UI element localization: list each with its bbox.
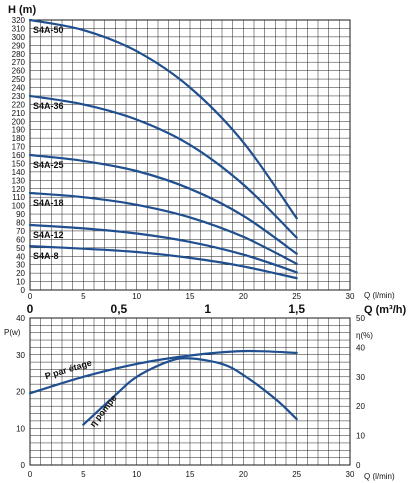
y-tick-label: 80 xyxy=(16,219,25,228)
y-tick-label: 60 xyxy=(16,235,25,244)
secondary-x-tick-label: 1,5 xyxy=(288,302,305,316)
secondary-x-tick-label: 0 xyxy=(27,302,34,316)
y-tick-label: 250 xyxy=(12,75,26,84)
y-tick-label: 290 xyxy=(12,41,26,50)
curve-s4a-25 xyxy=(28,153,298,255)
power-efficiency-x-ticks: 0 5 10 15 20 25 30 xyxy=(28,470,355,479)
y-tick-label: 70 xyxy=(16,227,25,236)
x-tick-label: 0 xyxy=(28,470,33,479)
head-flow-y-axis-title: H (m) xyxy=(8,4,36,16)
x-tick-label: 15 xyxy=(186,470,195,479)
y-tick-label-right: 20 xyxy=(356,402,365,411)
x-tick-label: 15 xyxy=(186,292,195,301)
y-tick-label-right: 50 xyxy=(356,314,365,323)
y-tick-label-right: 40 xyxy=(356,343,365,352)
y-tick-label: 270 xyxy=(12,58,26,67)
curve-label: S4A-25 xyxy=(33,160,64,170)
head-flow-secondary-x-ticks: 0 0,5 1 1,5 xyxy=(27,302,306,316)
y-tick-label: 160 xyxy=(12,151,26,160)
y-tick-label: 130 xyxy=(12,176,26,185)
y-tick-label: 10 xyxy=(16,278,25,287)
y-tick-label: 100 xyxy=(12,202,26,211)
curve-label: S4A-8 xyxy=(33,251,59,261)
curve-s4a-8 xyxy=(28,245,298,280)
curve-label: S4A-18 xyxy=(33,198,64,208)
y-tick-label: 280 xyxy=(12,50,26,59)
power-efficiency-grid xyxy=(29,317,351,466)
y-tick-label: 140 xyxy=(12,168,26,177)
y-tick-label: 200 xyxy=(12,117,26,126)
y-tick-label-left: 20 xyxy=(16,388,25,397)
head-flow-y-ticks: 0102030405060708090100110120130140150160… xyxy=(12,16,26,295)
curve-label: S4A-50 xyxy=(33,25,64,35)
y-tick-label-left: 10 xyxy=(16,424,25,433)
power-efficiency-chart: 0 5 10 15 20 25 30 0 10 20 30 40 0 10 20 30 40 50 P par… xyxy=(4,314,395,481)
efficiency-y-axis-title: η(%) xyxy=(356,331,373,340)
y-tick-label-left: 40 xyxy=(16,314,25,323)
y-tick-label: 0 xyxy=(21,286,26,295)
x-tick-label: 20 xyxy=(239,470,248,479)
y-tick-label: 230 xyxy=(12,92,26,101)
y-tick-label: 170 xyxy=(12,143,26,152)
head-flow-x-axis-title: Q (l/min) xyxy=(364,291,395,300)
secondary-x-tick-label: 0,5 xyxy=(111,302,128,316)
y-tick-label: 40 xyxy=(16,252,25,261)
x-tick-label: 25 xyxy=(292,470,301,479)
x-tick-label: 5 xyxy=(81,292,86,301)
y-tick-label-right: 10 xyxy=(356,432,365,441)
x-tick-label: 10 xyxy=(132,292,141,301)
y-tick-label-left: 30 xyxy=(16,351,25,360)
x-tick-label: 5 xyxy=(81,470,86,479)
x-tick-label: 25 xyxy=(292,292,301,301)
pump-efficiency-label: η pompe xyxy=(88,393,119,429)
curve-s4a-12 xyxy=(28,223,298,274)
curve-s4a-18 xyxy=(28,191,298,265)
y-tick-label: 260 xyxy=(12,67,26,76)
power-efficiency-y-ticks-right: 0 10 20 30 40 50 xyxy=(356,314,365,470)
curve-s4a-36 xyxy=(28,94,298,239)
y-tick-label-right: 0 xyxy=(356,461,361,470)
x-tick-label: 20 xyxy=(239,292,248,301)
pump-efficiency-curve xyxy=(82,357,298,426)
y-tick-label-left: 0 xyxy=(21,461,26,470)
y-tick-label: 180 xyxy=(12,134,26,143)
head-flow-curves: S4A-50 S4A-36 S4A-25 S4A-18 S4A-12 S4A-8 xyxy=(28,18,298,280)
y-tick-label: 210 xyxy=(12,109,26,118)
y-tick-label-right: 30 xyxy=(356,373,365,382)
y-tick-label: 320 xyxy=(12,16,26,25)
head-flow-x-ticks: 0 5 10 15 20 25 30 xyxy=(28,292,355,301)
x-tick-label: 10 xyxy=(132,470,141,479)
y-tick-label: 310 xyxy=(12,24,26,33)
head-flow-chart: 0 5 10 15 20 25 30 010203040506070809010011012… xyxy=(8,4,406,316)
y-tick-label: 220 xyxy=(12,100,26,109)
power-per-stage-curve xyxy=(28,349,298,395)
curve-label: S4A-36 xyxy=(33,101,64,111)
y-tick-label: 120 xyxy=(12,185,26,194)
y-tick-label: 190 xyxy=(12,126,26,135)
power-y-axis-title: P(w) xyxy=(4,328,21,337)
y-tick-label: 150 xyxy=(12,159,26,168)
curve-s4a-50 xyxy=(28,18,298,220)
power-efficiency-y-ticks-left: 0 10 20 30 40 xyxy=(16,314,25,470)
y-tick-label: 90 xyxy=(16,210,25,219)
y-tick-label: 110 xyxy=(12,193,25,202)
x-tick-label: 30 xyxy=(346,292,355,301)
secondary-x-tick-label: 1 xyxy=(204,302,211,316)
y-tick-label: 20 xyxy=(16,269,25,278)
y-tick-label: 240 xyxy=(12,84,26,93)
y-tick-label: 50 xyxy=(16,244,25,253)
x-tick-label: 0 xyxy=(28,292,33,301)
y-tick-label: 300 xyxy=(12,33,26,42)
curve-label: S4A-12 xyxy=(33,230,64,240)
x-tick-label: 30 xyxy=(346,470,355,479)
head-flow-secondary-x-axis-title: Q (m³/h) xyxy=(364,304,406,316)
power-efficiency-x-axis-title: Q (l/min) xyxy=(364,472,395,481)
y-tick-label: 30 xyxy=(16,261,25,270)
